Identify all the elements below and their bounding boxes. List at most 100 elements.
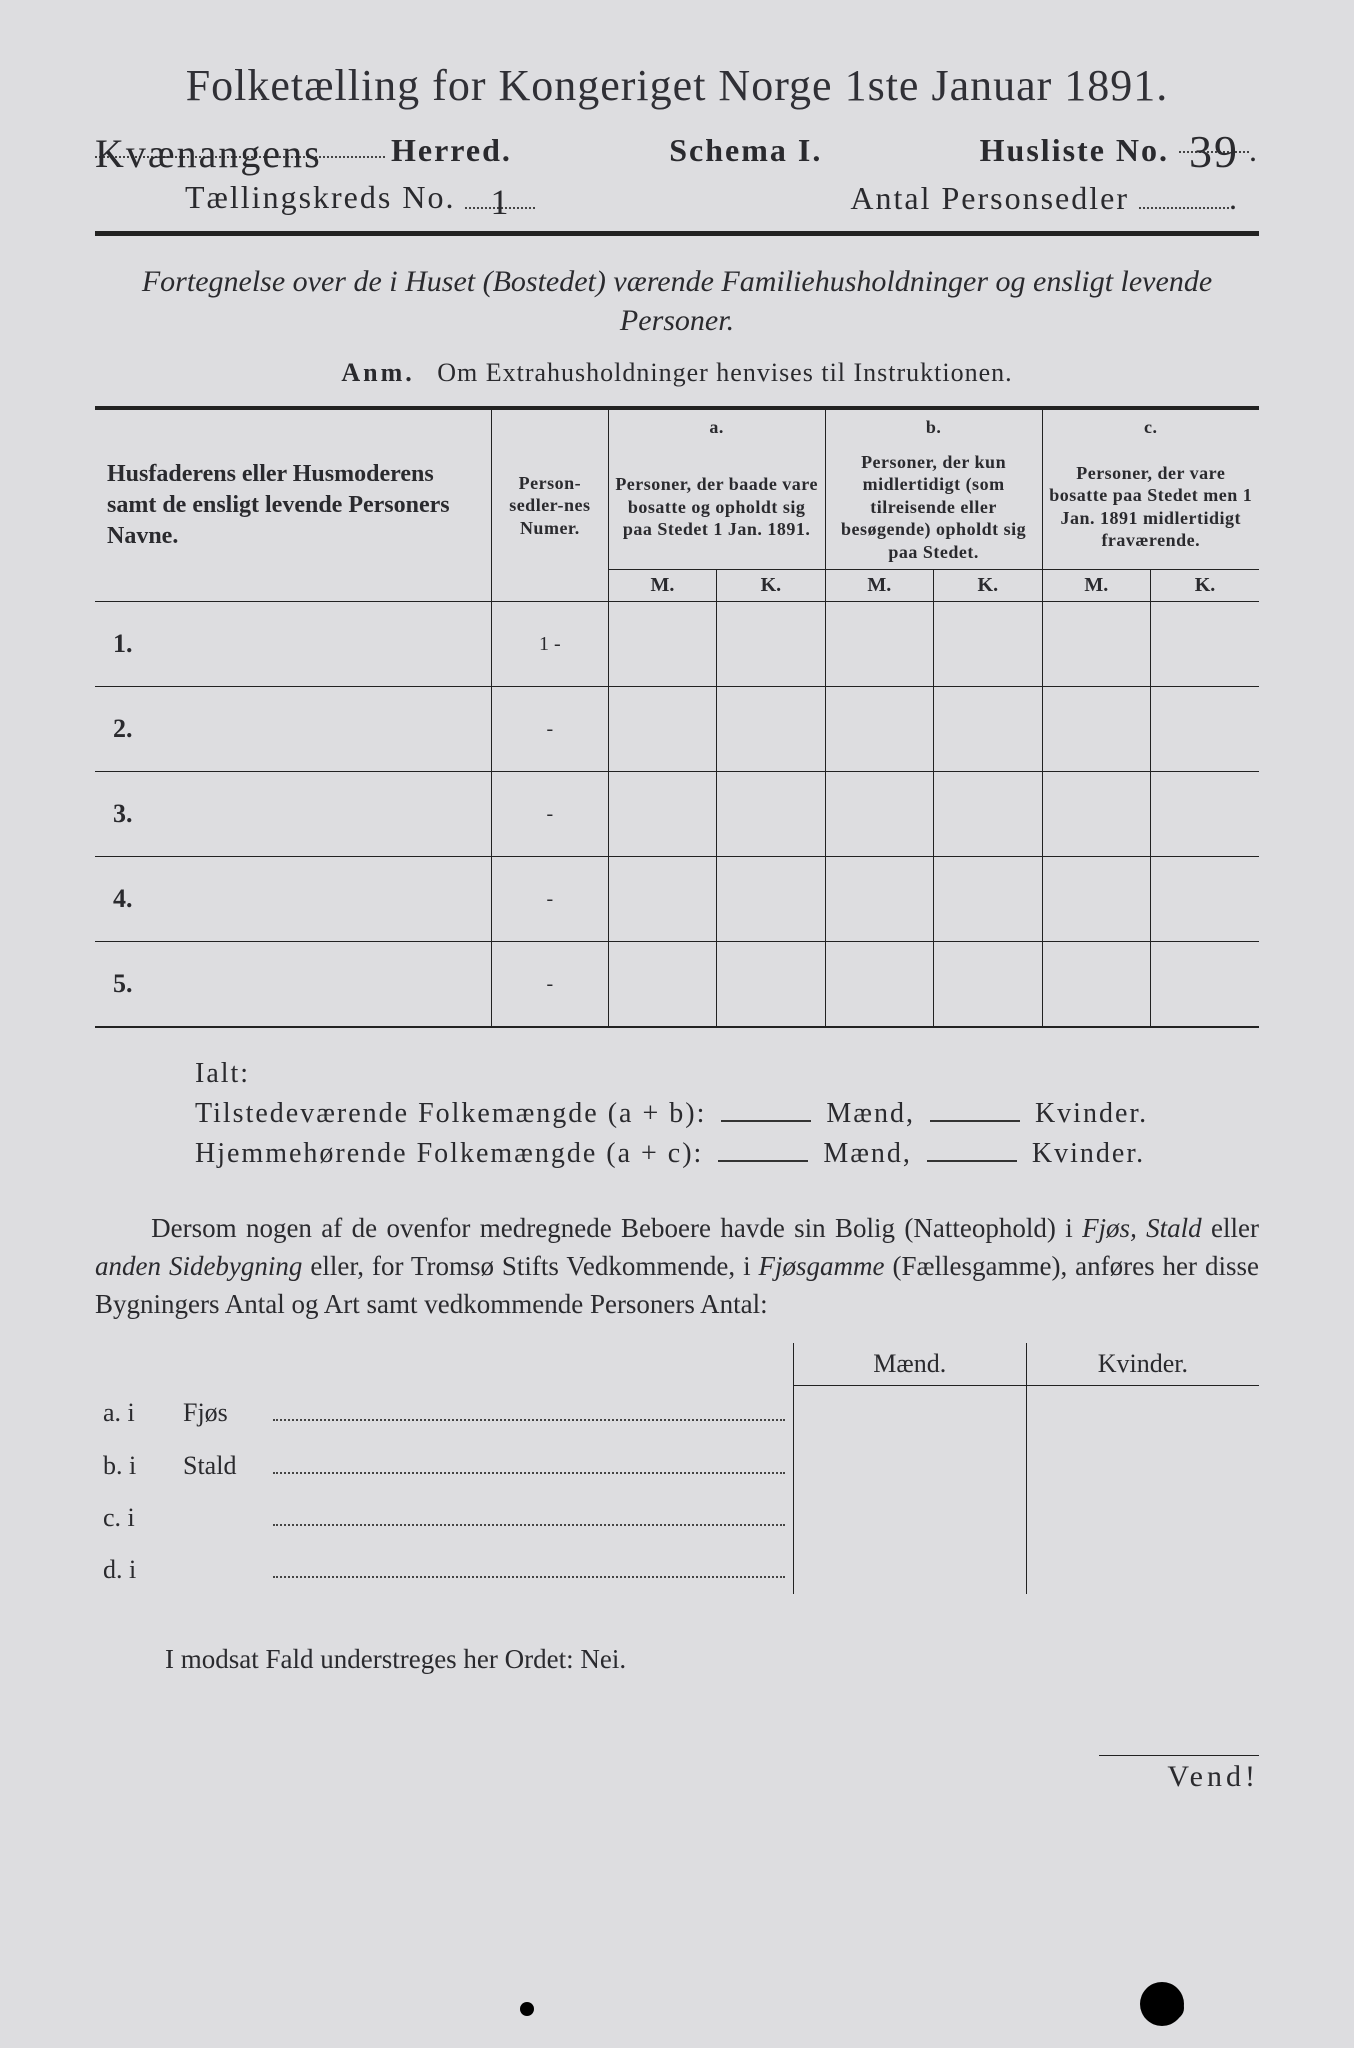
table-row: 2.- (95, 687, 1259, 772)
kreds-hand: 1 (490, 182, 510, 222)
cell (825, 602, 933, 687)
cell (825, 772, 933, 857)
col-a-text: Personer, der baade vare bosatte og opho… (608, 445, 825, 570)
cell (717, 857, 825, 942)
ialt-maend: Mænd, (826, 1098, 915, 1129)
cell (608, 857, 716, 942)
table-row: 1.1 - (95, 602, 1259, 687)
bygn-kvinder-cell (1026, 1386, 1259, 1439)
row-number: 4. (95, 857, 492, 942)
bygn-row: c. i (95, 1490, 1259, 1542)
anm-line: Anm. Om Extrahusholdninger henvises til … (95, 358, 1259, 388)
header-line-2: Kvænangens Herred. Schema I. Husliste No… (95, 119, 1259, 169)
bygn-maend-cell (793, 1438, 1026, 1490)
husliste-label: Husliste No. (980, 132, 1169, 168)
col-c-label: c. (1042, 408, 1259, 445)
herred-label: Herred. (391, 132, 512, 169)
herred-handwritten: Kvænangens (95, 131, 322, 176)
antal-label: Antal Personsedler (850, 180, 1129, 216)
cell (608, 602, 716, 687)
col-c-text: Personer, der vare bosatte paa Stedet me… (1042, 445, 1259, 570)
cell (608, 942, 716, 1028)
husliste-no-hand: 39 (1189, 126, 1239, 177)
table-row: 4.- (95, 857, 1259, 942)
header-line-3: Tællingskreds No. 1 Antal Personsedler . (185, 175, 1239, 217)
cell (1151, 857, 1259, 942)
cell (717, 687, 825, 772)
divider (95, 231, 1259, 236)
page-title: Folketælling for Kongeriget Norge 1ste J… (95, 60, 1259, 111)
bygn-row: b. iStald (95, 1438, 1259, 1490)
col-person-header: Person-sedler-nes Numer. (492, 408, 609, 602)
person-numer: - (492, 942, 609, 1028)
cell (934, 942, 1042, 1028)
cell (1042, 772, 1150, 857)
col-c-m: M. (1042, 570, 1150, 602)
anm-rest: Om Extrahusholdninger henvises til Instr… (437, 358, 1012, 387)
ialt-label: Ialt: (195, 1058, 1259, 1090)
col-names-header: Husfaderens eller Husmoderens samt de en… (95, 408, 492, 602)
col-a-label: a. (608, 408, 825, 445)
bygn-row: a. iFjøs (95, 1386, 1259, 1439)
ialt-maend2: Mænd, (823, 1138, 912, 1169)
col-b-text: Personer, der kun midlertidigt (som tilr… (825, 445, 1042, 570)
fortegnelse-text: Fortegnelse over de i Huset (Bostedet) v… (115, 262, 1239, 340)
blank (930, 1120, 1020, 1122)
col-a-m: M. (608, 570, 716, 602)
bygn-label-cell: a. iFjøs (95, 1386, 793, 1439)
ialt-kvinder2: Kvinder. (1032, 1138, 1145, 1169)
cell (608, 687, 716, 772)
cell (825, 942, 933, 1028)
cell (1151, 687, 1259, 772)
cell (1151, 602, 1259, 687)
cell (717, 602, 825, 687)
ialt-block: Ialt: Tilstedeværende Folkemængde (a + b… (195, 1058, 1259, 1170)
bygn-maend-hdr: Mænd. (793, 1343, 1026, 1386)
bygn-kvinder-cell (1026, 1490, 1259, 1542)
bygn-kvinder-cell (1026, 1438, 1259, 1490)
bygn-label-cell: c. i (95, 1490, 793, 1542)
bygn-maend-cell (793, 1542, 1026, 1594)
cell (934, 772, 1042, 857)
cell (1042, 857, 1150, 942)
kreds-label: Tællingskreds No. (185, 179, 455, 215)
person-numer: 1 - (492, 602, 609, 687)
cell (825, 687, 933, 772)
bygning-paragraph: Dersom nogen af de ovenfor medregnede Be… (95, 1210, 1259, 1323)
ialt-r1: Tilstedeværende Folkemængde (a + b): (195, 1098, 706, 1129)
bygn-row: d. i (95, 1542, 1259, 1594)
row-number: 3. (95, 772, 492, 857)
blank (927, 1160, 1017, 1162)
cell (934, 602, 1042, 687)
blank (718, 1160, 808, 1162)
cell (717, 772, 825, 857)
bygning-table: Mænd. Kvinder. a. iFjøsb. iStaldc. id. i (95, 1343, 1259, 1594)
blank (721, 1120, 811, 1122)
ink-blot-small (520, 2002, 534, 2016)
cell (1151, 772, 1259, 857)
census-form-page: Folketælling for Kongeriget Norge 1ste J… (0, 0, 1354, 2048)
vend-label: Vend! (1099, 1755, 1259, 1794)
col-a-k: K. (717, 570, 825, 602)
cell (825, 857, 933, 942)
cell (717, 942, 825, 1028)
anm-bold: Anm. (341, 358, 414, 387)
col-b-m: M. (825, 570, 933, 602)
cell (1042, 687, 1150, 772)
main-table: Husfaderens eller Husmoderens samt de en… (95, 406, 1259, 1028)
cell (1151, 942, 1259, 1028)
bygn-label-cell: d. i (95, 1542, 793, 1594)
ialt-r2: Hjemmehørende Folkemængde (a + c): (195, 1138, 703, 1169)
cell (1042, 602, 1150, 687)
col-c-k: K. (1151, 570, 1259, 602)
col-b-label: b. (825, 408, 1042, 445)
schema-label: Schema I. (669, 132, 822, 169)
ink-blot (1140, 1982, 1184, 2026)
husliste-dot: . (1249, 132, 1259, 168)
row-number: 2. (95, 687, 492, 772)
table-row: 5.- (95, 942, 1259, 1028)
cell (934, 857, 1042, 942)
cell (1042, 942, 1150, 1028)
table-row: 3.- (95, 772, 1259, 857)
col-b-k: K. (934, 570, 1042, 602)
